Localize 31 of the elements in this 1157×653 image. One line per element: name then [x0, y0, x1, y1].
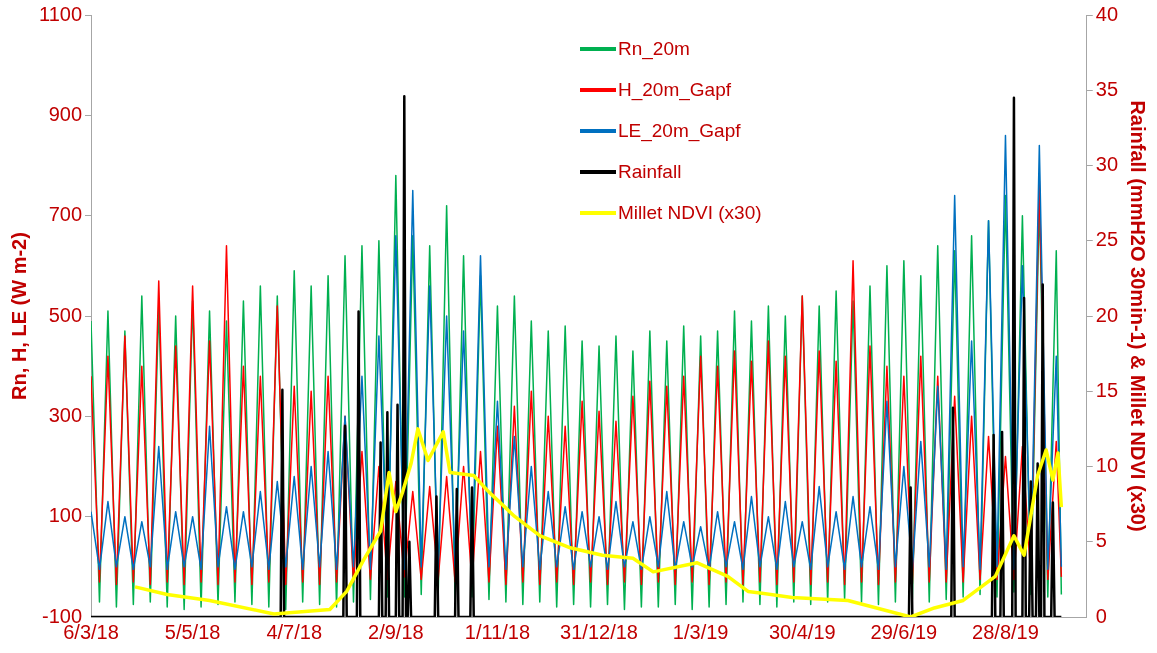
- x-tick-label: 5/5/18: [164, 620, 221, 643]
- y2-tick-label: 5: [1095, 529, 1107, 552]
- y-axis-title: Rn, H, LE (W m-2): [7, 232, 30, 400]
- y-tick-label: 1100: [38, 2, 83, 25]
- y-tick-label: 700: [48, 203, 83, 226]
- y2-tick-label: 40: [1095, 2, 1118, 25]
- y2-tick-label: 0: [1095, 604, 1107, 627]
- x-tick-label: 29/6/19: [870, 620, 938, 643]
- legend-label: Rn_20m: [618, 37, 690, 60]
- x-tick-label: 30/4/19: [768, 620, 836, 643]
- y2-axis-title: Rainfall (mmH2O 30min-1) & Millet NDVI (x30): [1127, 100, 1150, 532]
- y2-tick-label: 30: [1095, 153, 1118, 176]
- x-tick-label: 28/8/19: [972, 620, 1039, 643]
- legend-label: Millet NDVI (x30): [618, 201, 762, 224]
- legend-label: LE_20m_Gapf: [618, 119, 741, 142]
- y2-tick-label: 35: [1095, 77, 1118, 100]
- y2-tick-label: 15: [1095, 378, 1118, 401]
- legend-label: H_20m_Gapf: [618, 78, 732, 101]
- y2-tick-label: 25: [1095, 228, 1118, 251]
- x-tick-label: 31/12/18: [560, 620, 638, 643]
- x-tick-label: 1/11/18: [464, 620, 531, 643]
- legend-label: Rainfall: [618, 160, 682, 183]
- y-tick-label: 100: [48, 504, 83, 527]
- y-tick-label: 300: [48, 403, 83, 426]
- x-tick-label: 2/9/18: [368, 620, 424, 643]
- y2-tick-label: 10: [1095, 454, 1118, 477]
- x-tick-label: 4/7/18: [266, 620, 323, 643]
- x-tick-label: 1/3/19: [672, 620, 729, 643]
- y-tick-label: 500: [48, 303, 83, 326]
- y2-tick-label: 20: [1095, 303, 1118, 326]
- y-tick-label: 900: [48, 102, 83, 125]
